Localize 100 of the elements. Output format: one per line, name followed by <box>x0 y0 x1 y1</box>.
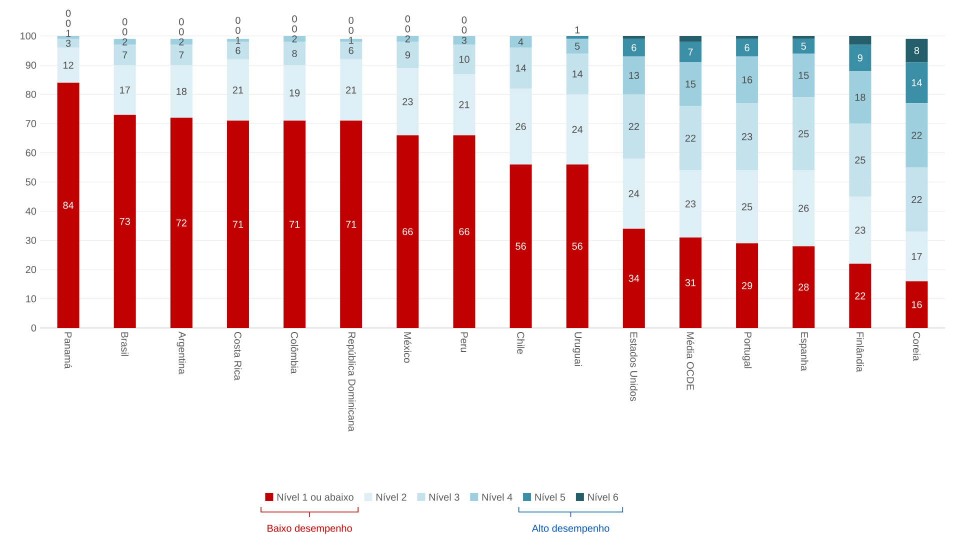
legend-label: Nível 2 <box>376 493 406 501</box>
y-tick-label: 20 <box>26 266 36 274</box>
bar <box>679 36 702 42</box>
data-label: 7 <box>179 52 184 58</box>
bar <box>792 170 815 246</box>
bar <box>792 38 815 54</box>
bar <box>622 38 645 56</box>
x-tick-label: Espanha <box>798 332 808 371</box>
data-label: 0 <box>462 26 467 34</box>
bar <box>622 94 645 159</box>
bar <box>792 36 815 39</box>
bar <box>226 59 249 121</box>
data-label: 6 <box>744 44 750 52</box>
bar <box>170 44 192 66</box>
bar <box>453 44 476 74</box>
data-label: 0 <box>179 18 184 26</box>
bar <box>114 44 136 66</box>
data-label: 22 <box>912 132 922 139</box>
bar <box>792 54 815 98</box>
bar <box>566 54 588 94</box>
data-label: 1 <box>349 36 354 44</box>
bar <box>114 114 136 328</box>
data-label: 12 <box>63 62 74 69</box>
bar <box>736 38 758 56</box>
data-label: 4 <box>518 38 524 46</box>
data-label: 0 <box>405 25 410 32</box>
bar <box>906 281 928 328</box>
data-label: 25 <box>742 203 752 210</box>
data-label: 6 <box>632 44 636 52</box>
bar <box>340 59 362 121</box>
x-tick-label: Finlândia <box>856 332 864 372</box>
bar <box>792 97 815 170</box>
legend-label: Nível 4 <box>482 493 512 501</box>
data-label: 19 <box>290 89 300 96</box>
data-label: 8 <box>292 50 297 58</box>
data-label: 25 <box>855 156 866 164</box>
bar <box>284 36 306 42</box>
data-label: 0 <box>179 28 184 36</box>
data-label: 0 <box>66 20 71 27</box>
data-label: 14 <box>516 64 526 72</box>
bar <box>114 65 136 115</box>
data-label: 34 <box>628 274 640 282</box>
bar <box>57 38 80 48</box>
data-label: 3 <box>66 40 71 47</box>
bar <box>679 42 702 62</box>
data-label: 14 <box>572 70 583 78</box>
data-label: 3 <box>462 36 467 44</box>
y-tick-label: 70 <box>26 120 36 128</box>
bar <box>736 56 758 104</box>
x-tick-label: Uruguai <box>572 332 582 366</box>
bar <box>622 158 645 229</box>
bar <box>396 42 419 68</box>
bar <box>622 228 645 328</box>
data-label: 18 <box>855 94 866 101</box>
bar <box>849 196 872 264</box>
data-label: 56 <box>516 242 526 250</box>
x-tick-label: Argentina <box>176 332 186 374</box>
bar <box>453 36 476 45</box>
data-label: 21 <box>346 86 356 94</box>
data-label: 17 <box>120 86 130 94</box>
y-tick-label: 60 <box>26 149 36 156</box>
data-label: 0 <box>292 25 297 32</box>
data-label: 6 <box>348 47 354 54</box>
data-label: 2 <box>292 35 297 42</box>
bar <box>510 36 532 48</box>
x-tick-label: Média OCDE <box>686 332 694 390</box>
bar <box>849 124 872 197</box>
data-label: 1 <box>66 30 71 37</box>
data-label: 24 <box>628 190 640 198</box>
data-label: 23 <box>742 133 752 140</box>
data-label: 7 <box>688 48 693 56</box>
data-label: 16 <box>912 301 922 308</box>
data-label: 21 <box>459 101 470 108</box>
y-tick-label: 10 <box>26 295 36 302</box>
bar <box>679 237 702 328</box>
data-label: 16 <box>742 76 752 84</box>
bar <box>736 243 758 328</box>
bar <box>736 36 758 39</box>
data-label: 2 <box>179 38 184 46</box>
x-tick-label: República Dominicana <box>346 332 356 432</box>
data-label: 13 <box>629 72 640 79</box>
data-label: 0 <box>462 16 467 24</box>
data-label: 73 <box>120 218 130 225</box>
data-label: 26 <box>516 122 526 130</box>
bar <box>170 65 192 118</box>
data-label: 18 <box>176 88 187 96</box>
bar <box>226 38 249 42</box>
data-label: 24 <box>572 126 583 133</box>
bar <box>284 42 306 66</box>
data-label: 25 <box>798 130 809 138</box>
x-tick-label: Panamá <box>64 332 72 369</box>
bar <box>284 65 306 121</box>
bar <box>57 82 80 328</box>
bar <box>453 74 476 136</box>
bar <box>566 36 588 39</box>
bar <box>340 120 362 328</box>
data-label: 23 <box>402 98 413 106</box>
data-label: 56 <box>572 242 582 250</box>
data-label: 23 <box>685 200 696 208</box>
data-label: 9 <box>858 54 862 62</box>
